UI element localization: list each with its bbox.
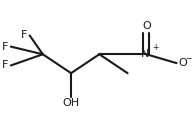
Text: F: F [2, 61, 8, 70]
Text: O: O [178, 58, 187, 68]
Text: −: − [186, 55, 192, 63]
Text: N: N [141, 49, 150, 59]
Text: F: F [21, 30, 28, 40]
Text: F: F [2, 42, 8, 52]
Text: O: O [142, 21, 151, 31]
Text: OH: OH [63, 98, 80, 108]
Text: +: + [152, 43, 159, 52]
